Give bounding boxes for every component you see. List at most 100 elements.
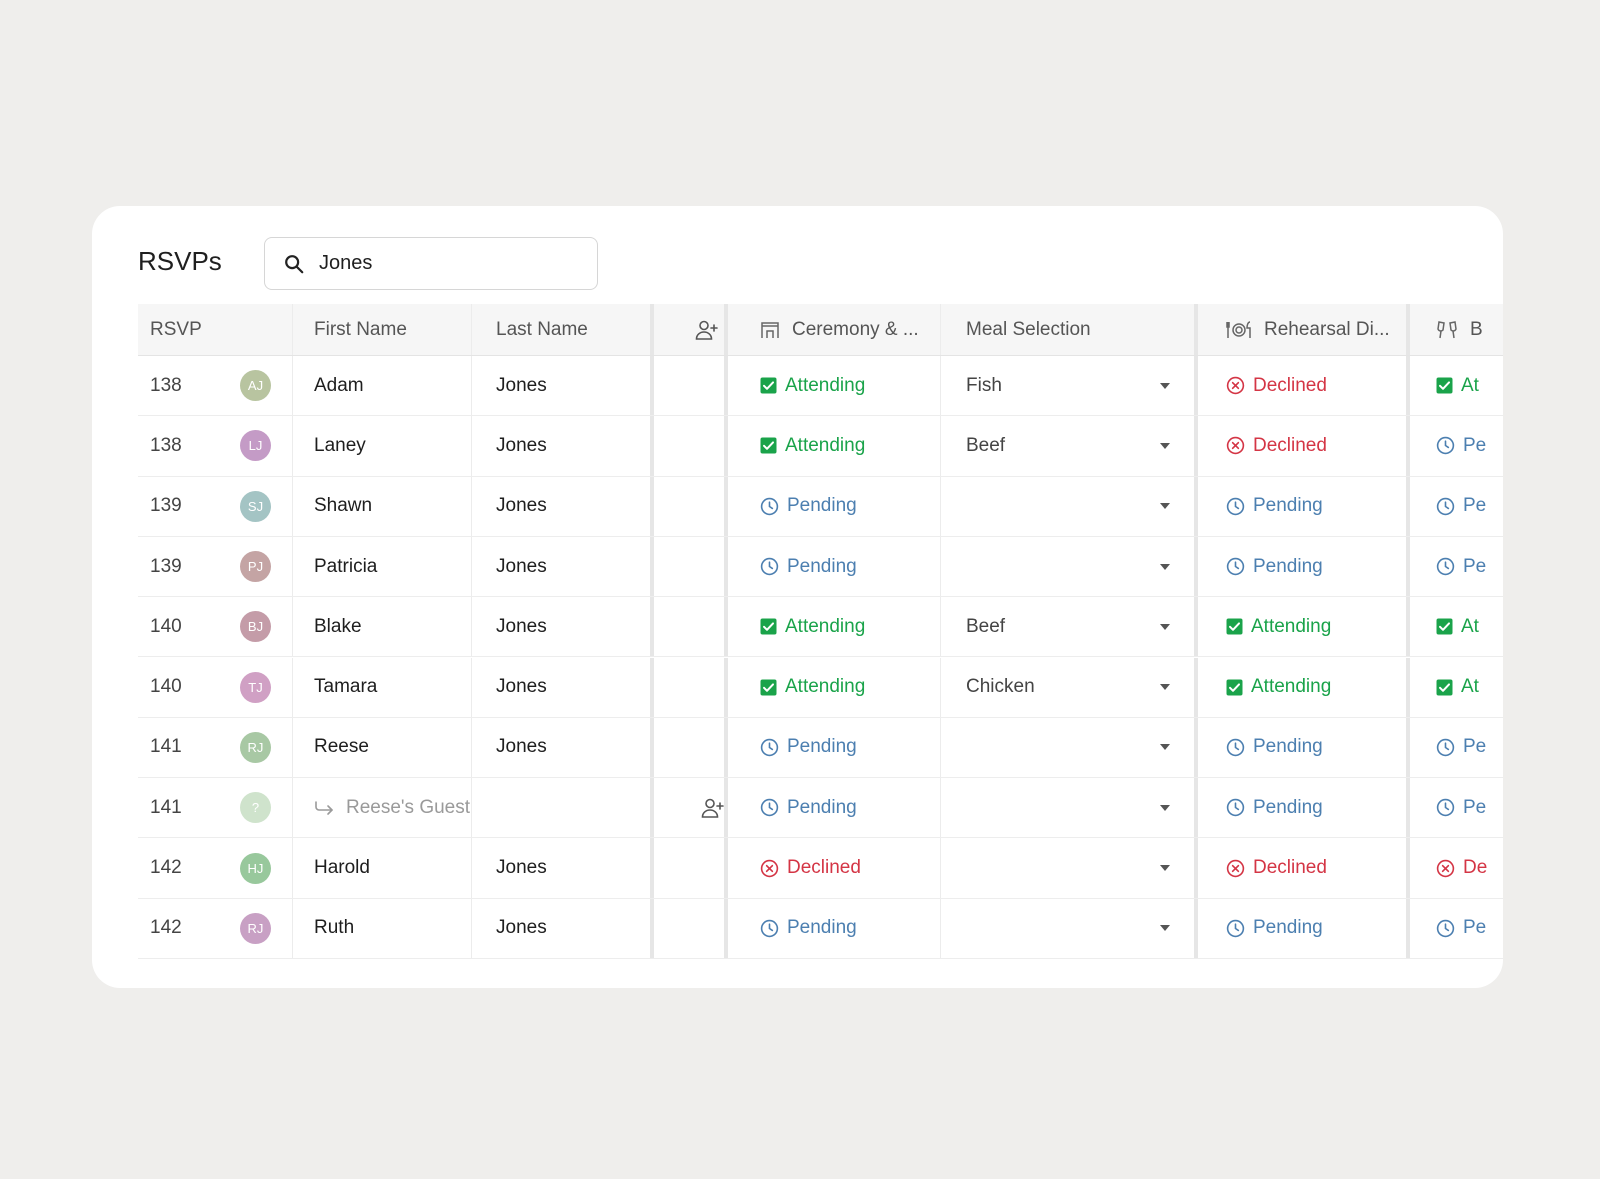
- meal-select[interactable]: [966, 477, 1188, 536]
- last-name-cell[interactable]: Jones: [496, 555, 547, 577]
- col-header-last-name[interactable]: Last Name: [496, 304, 666, 356]
- brunch-status-cell[interactable]: Pe: [1436, 778, 1503, 837]
- table-row[interactable]: 142 HJ Harold Jones Declined Declined De: [138, 838, 1503, 899]
- col-header-brunch[interactable]: B: [1436, 304, 1503, 356]
- first-name-cell[interactable]: Reese: [314, 736, 369, 758]
- brunch-status-cell[interactable]: Pe: [1436, 718, 1503, 777]
- brunch-status-cell[interactable]: At: [1436, 597, 1503, 656]
- col-header-rehearsal[interactable]: Rehearsal Di...: [1226, 304, 1416, 356]
- chevron-down-icon[interactable]: [1160, 744, 1170, 751]
- rehearsal-status-cell[interactable]: Pending: [1226, 537, 1404, 596]
- first-name-cell[interactable]: Laney: [314, 434, 366, 456]
- chevron-down-icon[interactable]: [1160, 382, 1170, 389]
- ceremony-status-cell[interactable]: Pending: [760, 477, 940, 536]
- meal-select[interactable]: [966, 838, 1188, 897]
- rehearsal-status-cell[interactable]: Declined: [1226, 416, 1404, 475]
- search-input[interactable]: [319, 252, 579, 275]
- table-row[interactable]: 140 BJ Blake Jones Attending Beef Attending At: [138, 597, 1503, 658]
- table-row[interactable]: 141? Reese's Guest Pending Pending Pe: [138, 778, 1503, 839]
- rehearsal-status-cell[interactable]: Declined: [1226, 838, 1404, 897]
- first-name-cell[interactable]: Ruth: [314, 917, 355, 939]
- ceremony-status-cell[interactable]: Declined: [760, 838, 940, 897]
- last-name-cell[interactable]: Jones: [496, 434, 547, 456]
- meal-select[interactable]: Beef: [966, 416, 1188, 475]
- col-header-first-name[interactable]: First Name: [314, 304, 484, 356]
- rsvp-number: 141: [150, 736, 182, 758]
- col-header-add-guest[interactable]: [678, 304, 748, 356]
- add-guest-button[interactable]: [678, 778, 748, 837]
- guest-name-cell[interactable]: Reese's Guest: [314, 778, 654, 837]
- chevron-down-icon[interactable]: [1160, 623, 1170, 630]
- brunch-status-cell[interactable]: At: [1436, 658, 1503, 717]
- ceremony-status-cell[interactable]: Attending: [760, 597, 940, 656]
- col-header-ceremony[interactable]: Ceremony & ...: [760, 304, 950, 356]
- chevron-down-icon[interactable]: [1160, 804, 1170, 811]
- col-header-rsvp[interactable]: RSVP: [150, 304, 290, 356]
- brunch-status-cell[interactable]: Pe: [1436, 416, 1503, 475]
- brunch-status-cell[interactable]: Pe: [1436, 899, 1503, 958]
- ceremony-status-cell[interactable]: Attending: [760, 356, 940, 415]
- avatar-cell: LJ: [240, 416, 280, 475]
- chevron-down-icon[interactable]: [1160, 925, 1170, 932]
- last-name-cell[interactable]: Jones: [496, 615, 547, 637]
- col-header-meal[interactable]: Meal Selection: [966, 304, 1206, 356]
- brunch-status-cell[interactable]: Pe: [1436, 477, 1503, 536]
- first-name-cell[interactable]: Blake: [314, 615, 362, 637]
- first-name-cell[interactable]: Tamara: [314, 676, 378, 698]
- meal-select[interactable]: [966, 718, 1188, 777]
- rehearsal-status-cell[interactable]: Attending: [1226, 658, 1404, 717]
- meal-select[interactable]: [966, 537, 1188, 596]
- rehearsal-status-cell[interactable]: Pending: [1226, 718, 1404, 777]
- rehearsal-status-cell[interactable]: Declined: [1226, 356, 1404, 415]
- rehearsal-status-cell[interactable]: Pending: [1226, 778, 1404, 837]
- last-name-cell[interactable]: Jones: [496, 736, 547, 758]
- first-name-cell[interactable]: Patricia: [314, 555, 378, 577]
- last-name-cell[interactable]: Jones: [496, 857, 547, 879]
- search-box[interactable]: [264, 237, 598, 290]
- last-name-cell[interactable]: Jones: [496, 917, 547, 939]
- last-name-cell[interactable]: Jones: [496, 676, 547, 698]
- brunch-status-cell[interactable]: At: [1436, 356, 1503, 415]
- last-name-cell[interactable]: Jones: [496, 374, 547, 396]
- meal-select[interactable]: Beef: [966, 597, 1188, 656]
- brunch-status-cell[interactable]: De: [1436, 838, 1503, 897]
- ceremony-status-cell[interactable]: Pending: [760, 899, 940, 958]
- clock-icon: [1226, 919, 1245, 938]
- first-name-cell[interactable]: Adam: [314, 374, 364, 396]
- chevron-down-icon[interactable]: [1160, 442, 1170, 449]
- chevron-down-icon[interactable]: [1160, 865, 1170, 872]
- ceremony-status-cell[interactable]: Pending: [760, 778, 940, 837]
- meal-select[interactable]: [966, 778, 1188, 837]
- rehearsal-status-cell[interactable]: Pending: [1226, 899, 1404, 958]
- status-declined: Declined: [760, 857, 861, 879]
- table-row[interactable]: 138 LJ Laney Jones Attending Beef Declined Pe: [138, 416, 1503, 477]
- ceremony-status-cell[interactable]: Pending: [760, 718, 940, 777]
- meal-select[interactable]: [966, 899, 1188, 958]
- meal-select[interactable]: Fish: [966, 356, 1188, 415]
- table-row[interactable]: 140 TJ Tamara Jones Attending Chicken Attendin…: [138, 657, 1503, 718]
- table-row[interactable]: 142 RJ Ruth Jones Pending Pending Pe: [138, 898, 1503, 959]
- ceremony-status-cell[interactable]: Attending: [760, 416, 940, 475]
- first-name-cell[interactable]: Shawn: [314, 495, 373, 517]
- chevron-down-icon[interactable]: [1160, 503, 1170, 510]
- chevron-down-icon[interactable]: [1160, 563, 1170, 570]
- last-name-cell[interactable]: Jones: [496, 495, 547, 517]
- guest-label: Reese's Guest: [346, 796, 471, 818]
- declined-icon: [760, 859, 779, 877]
- status-pending: Pending: [1226, 736, 1323, 758]
- rehearsal-status-cell[interactable]: Pending: [1226, 477, 1404, 536]
- table-row[interactable]: 141 RJ Reese Jones Pending Pending Pe: [138, 717, 1503, 779]
- meal-select[interactable]: Chicken: [966, 658, 1188, 717]
- ceremony-status-cell[interactable]: Attending: [760, 658, 940, 717]
- table-row[interactable]: 139 PJ Patricia Jones Pending Pending Pe: [138, 536, 1503, 598]
- first-name-cell[interactable]: Harold: [314, 857, 370, 879]
- page-title: RSVPs: [138, 246, 222, 276]
- chevron-down-icon[interactable]: [1160, 684, 1170, 691]
- rehearsal-status-cell[interactable]: Attending: [1226, 597, 1404, 656]
- table-row[interactable]: 138 AJ Adam Jones Attending Fish Declined At: [138, 356, 1503, 417]
- status-attending: Attending: [1226, 676, 1331, 698]
- table-row[interactable]: 139 SJ Shawn Jones Pending Pending Pe: [138, 476, 1503, 537]
- col-divider: [471, 838, 472, 898]
- ceremony-status-cell[interactable]: Pending: [760, 537, 940, 596]
- brunch-status-cell[interactable]: Pe: [1436, 537, 1503, 596]
